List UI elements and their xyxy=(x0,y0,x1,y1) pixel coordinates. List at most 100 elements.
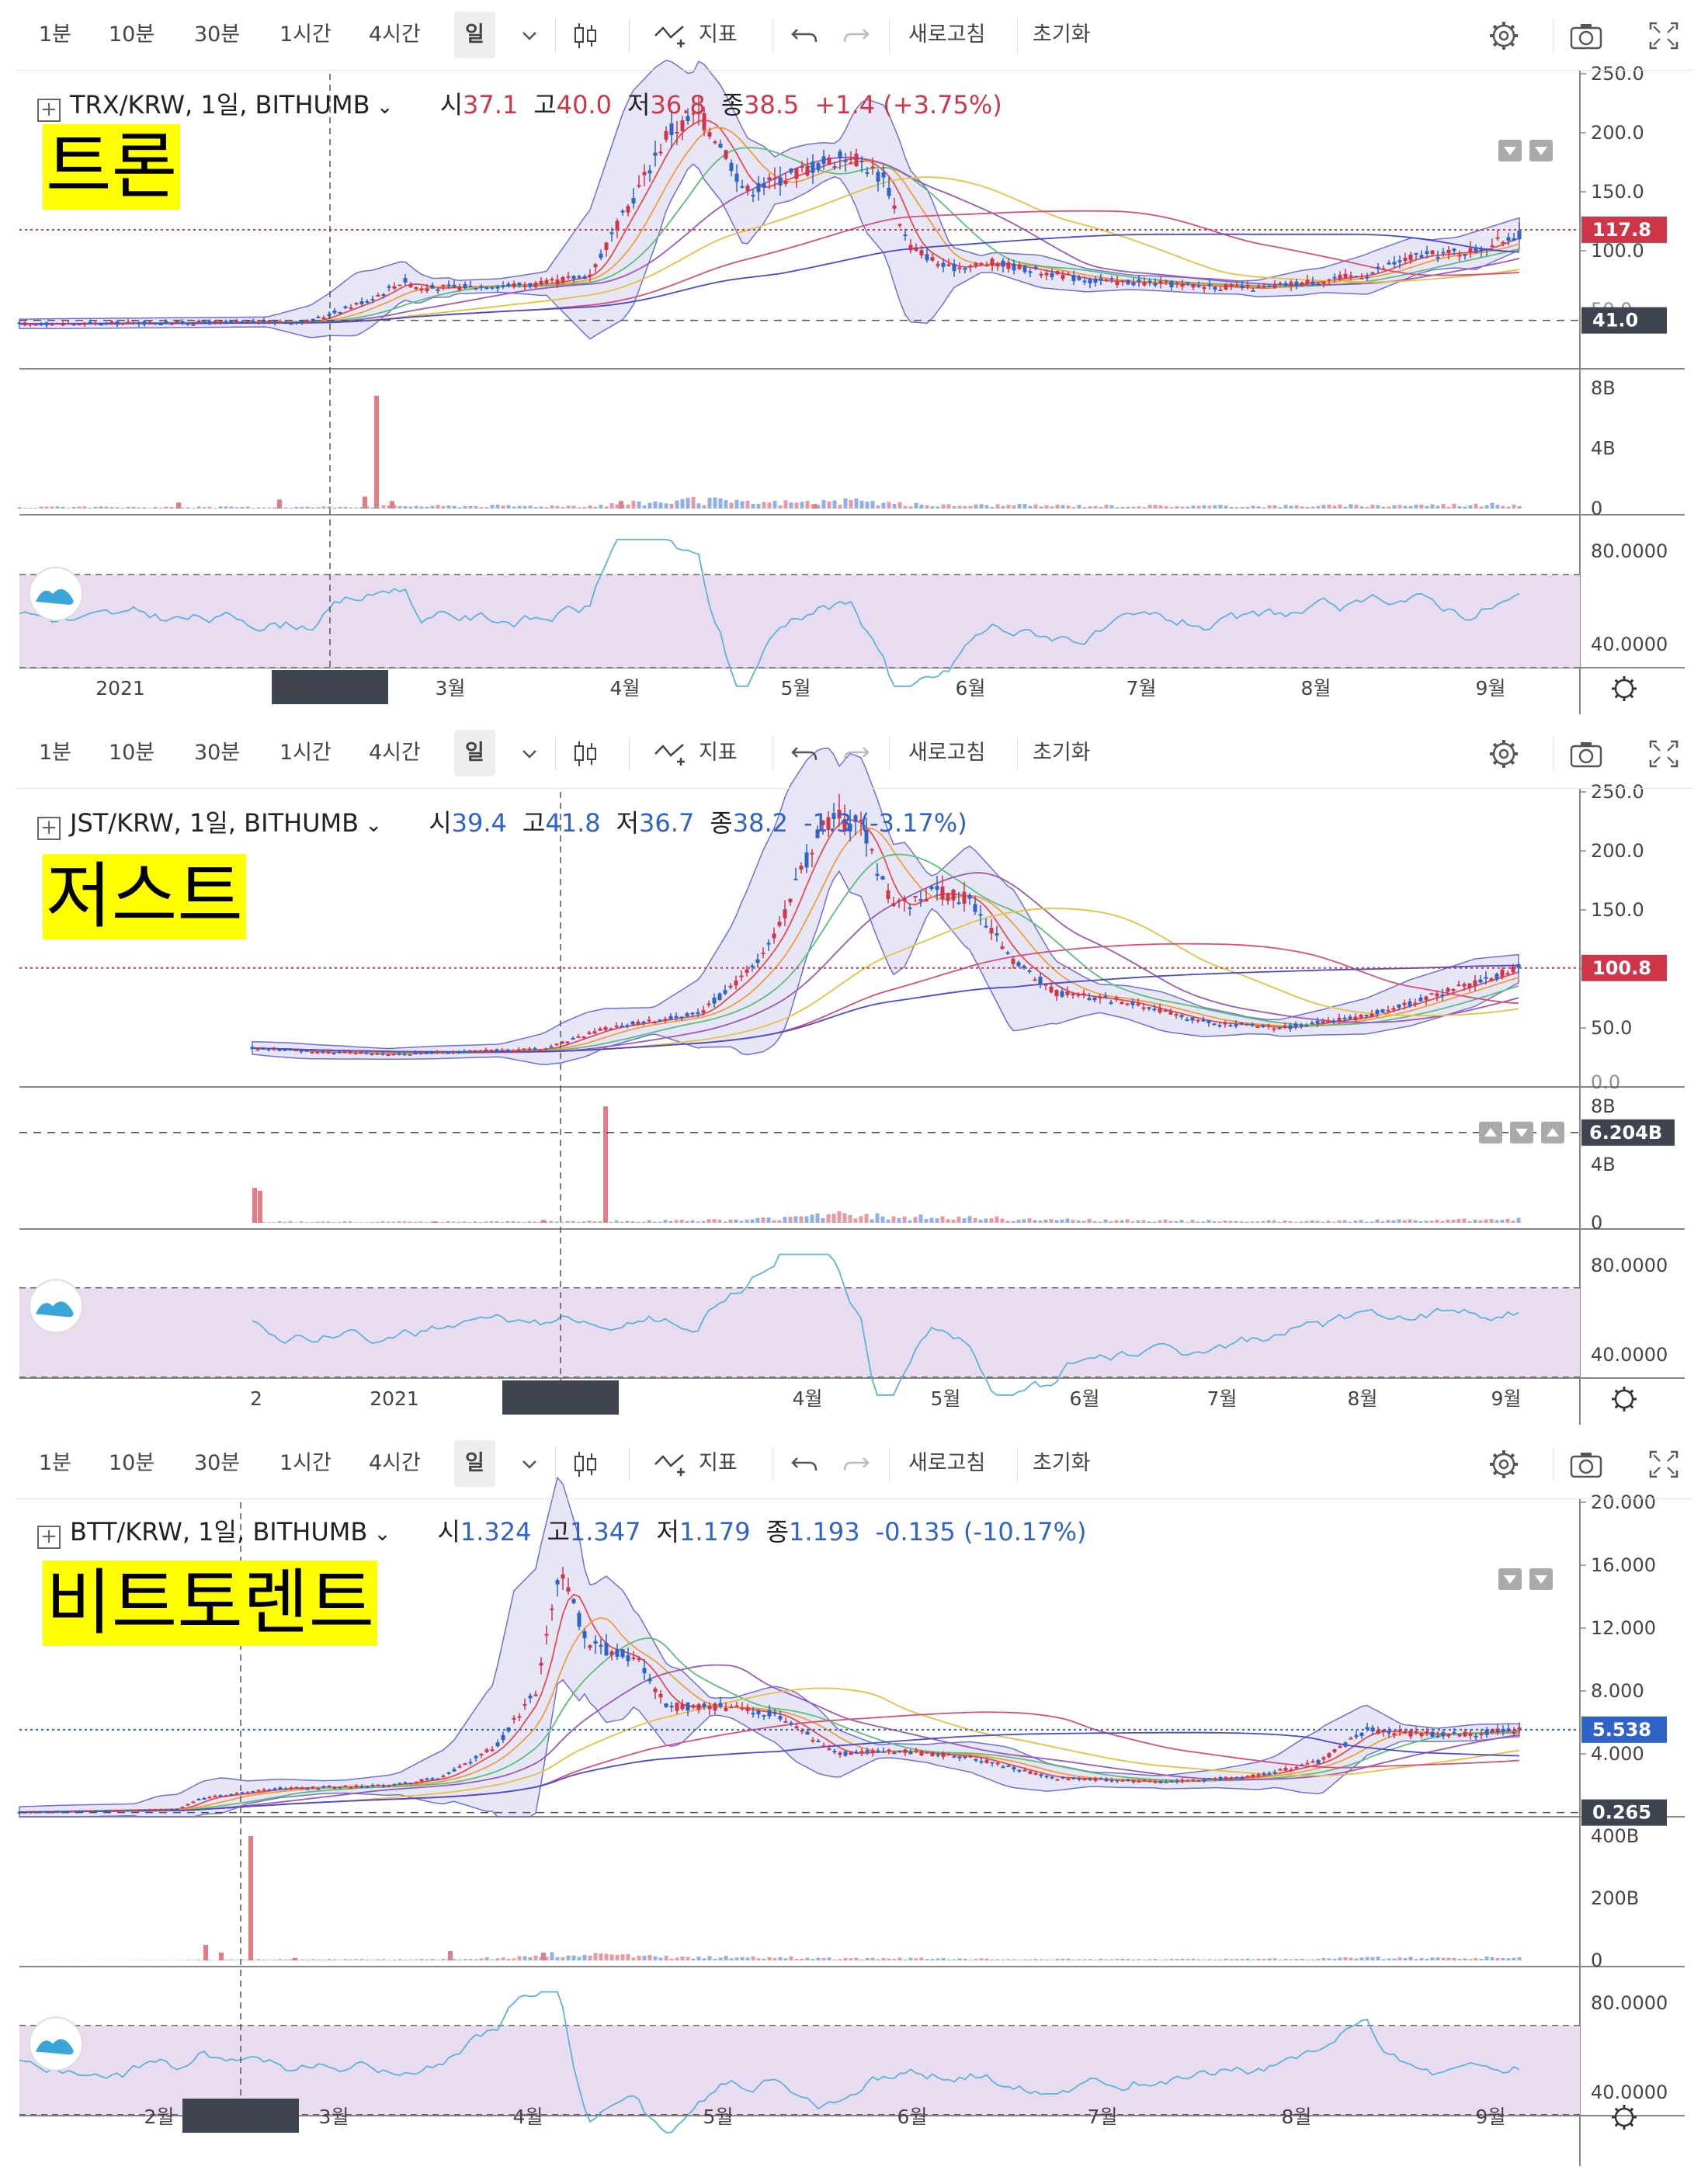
interval-4h-button[interactable]: 4시간 xyxy=(369,1451,421,1475)
candle xyxy=(430,285,435,289)
candle xyxy=(707,132,712,137)
candle xyxy=(1283,1026,1287,1028)
volume-bar xyxy=(918,1214,923,1223)
interval-1m-button[interactable]: 1분 xyxy=(39,23,72,47)
candle xyxy=(538,1049,543,1051)
undo-icon[interactable] xyxy=(788,737,827,776)
camera-icon[interactable] xyxy=(1568,19,1607,58)
symbol-chevron-icon[interactable]: ⌄ xyxy=(367,1522,391,1546)
symbol-name[interactable]: JST/KRW, 1일, BITHUMB xyxy=(70,808,359,838)
volume-bar xyxy=(294,506,299,509)
undo-icon[interactable] xyxy=(788,1447,827,1487)
interval-30m-button[interactable]: 30분 xyxy=(194,741,241,765)
candle xyxy=(881,1751,886,1753)
interval-1h-button[interactable]: 1시간 xyxy=(279,23,332,47)
interval-4h-button[interactable]: 4시간 xyxy=(369,741,421,765)
symbol-name[interactable]: BTT/KRW, 1일, BITHUMB xyxy=(70,1517,368,1547)
indicator-icon[interactable] xyxy=(652,737,691,776)
candle xyxy=(957,267,962,269)
candle xyxy=(577,276,581,278)
volume-bar xyxy=(533,507,538,509)
axis-settings-gear-icon[interactable] xyxy=(1612,676,1637,701)
volume-bar xyxy=(609,1221,613,1223)
camera-icon[interactable] xyxy=(1568,1447,1607,1487)
chevron-down-icon[interactable] xyxy=(512,19,547,58)
chevron-down-icon[interactable] xyxy=(512,737,547,776)
reset-button[interactable]: 초기화 xyxy=(1033,23,1091,47)
candlestick-icon[interactable] xyxy=(567,1447,606,1487)
volume-bar xyxy=(555,505,560,509)
candle xyxy=(1397,1004,1401,1008)
fullscreen-icon[interactable] xyxy=(1646,19,1685,58)
expand-legend-icon[interactable]: + xyxy=(37,1526,61,1549)
interval-10m-button[interactable]: 10분 xyxy=(109,1451,155,1475)
gear-icon[interactable] xyxy=(1487,1447,1526,1487)
tradingview-logo-icon[interactable] xyxy=(29,567,83,621)
interval-1h-button[interactable]: 1시간 xyxy=(279,1451,332,1475)
interval-1m-button[interactable]: 1분 xyxy=(39,741,72,765)
indicator-button[interactable]: 지표 xyxy=(699,741,738,765)
price-tick-label: 12.000 xyxy=(1591,1617,1656,1639)
volume-bar xyxy=(1451,1220,1456,1223)
refresh-button[interactable]: 새로고침 xyxy=(908,23,986,47)
indicator-button[interactable]: 지표 xyxy=(699,23,738,47)
reset-button[interactable]: 초기화 xyxy=(1033,1451,1091,1475)
tradingview-logo-icon[interactable] xyxy=(29,2016,83,2071)
volume-bar xyxy=(941,1958,946,1960)
camera-icon[interactable] xyxy=(1568,737,1607,776)
interval-1m-button[interactable]: 1분 xyxy=(39,1451,72,1475)
redo-icon[interactable] xyxy=(838,19,877,58)
volume-bar xyxy=(202,507,207,509)
volume-bar xyxy=(587,1220,592,1223)
tradingview-logo-icon[interactable] xyxy=(29,1279,83,1334)
symbol-chevron-icon[interactable]: ⌄ xyxy=(359,814,383,837)
fullscreen-icon[interactable] xyxy=(1646,1447,1685,1487)
volume-bar xyxy=(653,501,658,509)
symbol-chevron-icon[interactable]: ⌄ xyxy=(370,95,394,119)
symbol-name[interactable]: TRX/KRW, 1일, BITHUMB xyxy=(70,90,370,120)
volume-bar xyxy=(169,507,174,509)
interval-4h-button[interactable]: 4시간 xyxy=(369,23,421,47)
volume-bar xyxy=(1240,1959,1245,1960)
candle xyxy=(903,1749,908,1753)
interval-10m-button[interactable]: 10분 xyxy=(109,741,155,765)
gear-icon[interactable] xyxy=(1487,737,1526,776)
chart-canvas[interactable]: 20.00016.00012.0008.0004.0005.5380.26540… xyxy=(0,1429,1708,2170)
chart-canvas[interactable]: 250.0200.0150.0100.050.0117.841.08B4B080… xyxy=(0,0,1708,718)
redo-icon[interactable] xyxy=(838,1447,877,1487)
chevron-down-icon[interactable] xyxy=(512,1447,547,1487)
interval-1h-button[interactable]: 1시간 xyxy=(279,741,332,765)
gear-icon[interactable] xyxy=(1487,19,1526,58)
interval-day-button[interactable]: 일 xyxy=(454,1440,495,1487)
volume-bar xyxy=(1381,1959,1386,1960)
candle xyxy=(1185,1019,1189,1022)
redo-icon[interactable] xyxy=(838,737,877,776)
volume-bar xyxy=(338,506,342,509)
volume-bar xyxy=(1354,1958,1359,1960)
candle xyxy=(555,279,560,285)
candlestick-icon[interactable] xyxy=(567,737,606,776)
volume-bar xyxy=(1212,1221,1217,1223)
indicator-icon[interactable] xyxy=(652,1447,691,1487)
candle xyxy=(598,1028,602,1031)
expand-legend-icon[interactable]: + xyxy=(37,817,61,840)
expand-legend-icon[interactable]: + xyxy=(37,99,61,122)
interval-day-button[interactable]: 일 xyxy=(454,12,495,58)
undo-icon[interactable] xyxy=(788,19,827,58)
interval-10m-button[interactable]: 10분 xyxy=(109,23,155,47)
candlestick-icon[interactable] xyxy=(567,19,606,58)
volume-bar xyxy=(1512,505,1516,509)
axis-settings-gear-icon[interactable] xyxy=(1612,1387,1637,1411)
refresh-button[interactable]: 새로고침 xyxy=(908,1451,986,1475)
axis-settings-gear-icon[interactable] xyxy=(1612,2105,1637,2130)
interval-30m-button[interactable]: 30분 xyxy=(194,23,241,47)
chart-canvas[interactable]: 250.0200.0150.0100.050.00.0100.88B4B06.2… xyxy=(0,718,1708,1429)
indicator-button[interactable]: 지표 xyxy=(699,1451,738,1475)
interval-30m-button[interactable]: 30분 xyxy=(194,1451,241,1475)
volume-bar xyxy=(913,1217,918,1223)
reset-button[interactable]: 초기화 xyxy=(1033,741,1091,765)
refresh-button[interactable]: 새로고침 xyxy=(908,741,986,765)
interval-day-button[interactable]: 일 xyxy=(454,730,495,776)
indicator-icon[interactable] xyxy=(652,19,691,58)
fullscreen-icon[interactable] xyxy=(1646,737,1685,776)
